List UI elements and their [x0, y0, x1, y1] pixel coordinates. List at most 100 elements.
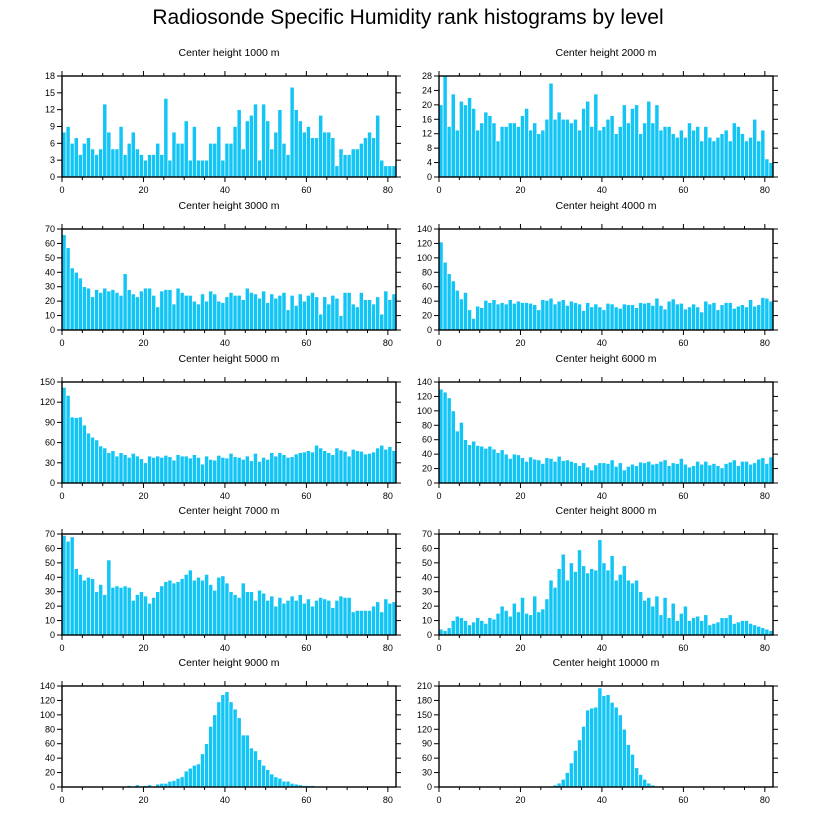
- y-tick-label: 0: [50, 478, 55, 488]
- histogram-bar: [552, 587, 558, 636]
- histogram-bar: [143, 159, 148, 178]
- x-tick-label: 80: [760, 338, 770, 348]
- histogram-bar: [479, 122, 485, 178]
- histogram-bar: [605, 303, 611, 331]
- histogram-bar: [564, 459, 570, 484]
- y-tick-label: 0: [427, 325, 432, 335]
- histogram-bar: [666, 300, 672, 331]
- histogram-bar: [98, 445, 104, 484]
- histogram-bar: [159, 290, 165, 331]
- histogram-bar: [367, 299, 372, 331]
- histogram-panel-9: Center height 9000 m 0 20 40 60 80 0 20 40 60 80 10…: [40, 657, 401, 805]
- histogram-bar: [540, 299, 546, 331]
- histogram-bar: [289, 595, 295, 636]
- histogram-panel-3: Center height 3000 m 0 20 40 60 80 0 10 20 30 40 50…: [45, 200, 401, 348]
- histogram-bar: [658, 461, 664, 484]
- histogram-bar: [723, 302, 729, 331]
- histogram-bar: [459, 422, 464, 484]
- histogram-bar: [359, 143, 364, 178]
- y-tick-label: 50: [45, 253, 55, 263]
- histogram-bar: [731, 308, 737, 331]
- histogram-bar: [257, 159, 262, 178]
- x-tick-label: 20: [138, 491, 148, 501]
- histogram-bar: [597, 129, 603, 178]
- histogram-bar: [642, 779, 648, 788]
- y-tick-label: 28: [422, 71, 432, 81]
- histogram-bar: [528, 614, 533, 636]
- histogram-bar: [723, 129, 729, 178]
- y-tick-label: 10: [422, 616, 432, 626]
- histogram-bar: [208, 726, 214, 788]
- histogram-bar: [532, 595, 538, 636]
- histogram-bar: [102, 287, 108, 331]
- histogram-bar: [658, 614, 664, 636]
- y-tick-label: 50: [422, 558, 432, 568]
- histogram-bar: [167, 456, 173, 484]
- histogram-bar: [520, 302, 525, 331]
- histogram-bar: [499, 449, 505, 484]
- histogram-bar: [450, 280, 456, 331]
- y-tick-label: 0: [50, 172, 55, 182]
- histogram-bar: [638, 591, 643, 636]
- histogram-bar: [634, 307, 639, 331]
- histogram-bar: [744, 461, 749, 484]
- histogram-bar: [192, 126, 197, 178]
- histogram-bar: [114, 585, 120, 636]
- histogram-bar: [503, 453, 509, 484]
- histogram-bar: [306, 126, 311, 178]
- histogram-bar: [760, 129, 766, 178]
- x-tick-label: 20: [515, 185, 525, 195]
- histogram-bar: [220, 694, 226, 788]
- histogram-bar: [463, 439, 468, 484]
- histogram-bar: [346, 597, 352, 636]
- histogram-bar: [516, 300, 521, 331]
- histogram-bar: [196, 303, 201, 331]
- histogram-bar: [220, 575, 226, 636]
- histogram-bar: [540, 463, 546, 484]
- histogram-bar: [564, 772, 570, 788]
- y-tick-label: 90: [422, 739, 432, 749]
- histogram-bar: [483, 111, 489, 178]
- histogram-bar: [118, 295, 124, 331]
- histogram-bar: [183, 770, 189, 788]
- histogram-bar: [593, 464, 599, 484]
- histogram-bar: [183, 455, 189, 484]
- histogram-bar: [585, 572, 591, 636]
- histogram-bar: [363, 137, 368, 178]
- histogram-bar: [236, 109, 242, 178]
- y-tick-label: 60: [45, 739, 55, 749]
- plot-frame: [438, 381, 774, 484]
- histogram-bar: [110, 587, 116, 636]
- histogram-bar: [548, 579, 554, 636]
- histogram-bar: [683, 605, 688, 636]
- histogram-bar: [560, 779, 566, 788]
- histogram-bar: [253, 750, 258, 788]
- histogram-bar: [593, 706, 599, 788]
- histogram-bar: [609, 555, 615, 636]
- y-tick-label: 210: [417, 681, 432, 691]
- histogram-bar: [703, 300, 709, 331]
- x-tick-label: 60: [678, 185, 688, 195]
- histogram-bar: [499, 126, 505, 178]
- x-tick-label: 20: [138, 338, 148, 348]
- histogram-bar: [638, 461, 643, 484]
- x-tick-label: 60: [678, 491, 688, 501]
- histogram-bar: [613, 706, 619, 788]
- panel-title: Center height 7000 m: [179, 505, 280, 517]
- histogram-bar: [609, 702, 615, 788]
- histogram-bar: [630, 582, 635, 636]
- histogram-bar: [577, 465, 582, 484]
- histogram-bar: [463, 292, 468, 331]
- histogram-bar: [285, 457, 291, 484]
- histogram-bar: [334, 447, 340, 484]
- histogram-bar: [731, 459, 737, 484]
- histogram-bar: [719, 304, 725, 331]
- histogram-bar: [674, 620, 680, 636]
- histogram-bar: [143, 287, 148, 331]
- histogram-bar: [200, 463, 205, 484]
- histogram-bar: [102, 594, 108, 636]
- histogram-bar: [674, 463, 680, 484]
- histogram-bar: [257, 759, 262, 788]
- histogram-bar: [471, 108, 476, 178]
- histogram-bar: [662, 597, 668, 636]
